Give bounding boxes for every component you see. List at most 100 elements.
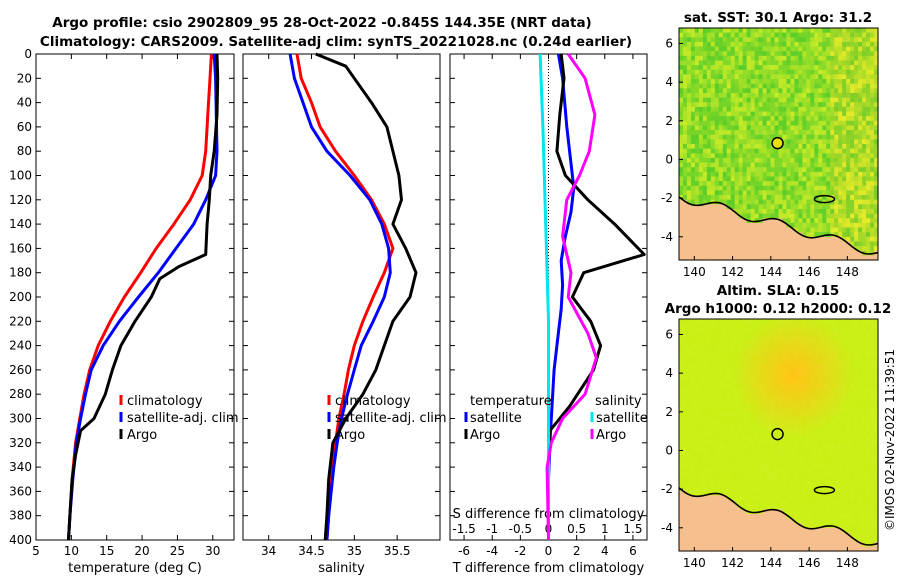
map-cell [810,481,815,487]
map-cell [706,360,712,366]
map-cell [854,41,859,48]
map-cell [834,227,839,233]
map-cell [838,204,843,210]
map-cell [698,241,704,247]
map-cell [758,246,764,252]
map-cell [734,181,740,187]
map-cell [858,241,863,247]
map-cell [738,518,744,524]
map-cell [838,393,843,399]
map-cell [802,255,807,261]
map-cell [814,246,819,252]
map-cell [686,148,692,154]
map-cell [686,232,692,238]
map-cell [722,476,728,482]
map-cell [834,111,839,117]
legend-title: temperature [470,394,552,409]
map-cell [694,472,700,478]
map-cell [830,374,835,380]
map-cell [690,541,696,547]
legend-label: satellite-adj. clim [127,411,239,426]
map-cell [758,346,764,353]
map-cell [679,171,684,178]
map-cell [782,370,788,376]
map-cell [722,448,728,455]
map-cell [679,490,684,496]
map-cell [818,222,823,229]
map-cell [698,379,704,385]
map-cell [814,218,819,224]
map-cell [862,116,867,122]
map-cell [742,332,748,339]
map-cell [802,236,807,243]
map-cell [722,167,728,173]
map-cell [746,421,752,427]
map-cell [770,537,776,543]
map-cell [822,185,827,191]
map-cell [874,148,879,154]
map-cell [766,83,772,89]
map-cell [850,74,855,80]
map-cell [710,402,716,408]
map-cell [798,518,803,524]
map-cell [758,167,764,173]
map-cell [822,453,827,459]
map-cell [814,490,819,496]
map-cell [814,139,819,145]
map-cell [834,46,839,52]
map-cell [846,421,851,427]
map-cell [826,250,831,256]
map-cell [870,255,875,261]
map-cell [854,342,859,348]
map-cell [806,532,811,538]
map-cell [698,486,704,492]
map-cell [682,255,688,261]
map-cell [850,116,855,122]
map-cell [762,195,768,201]
map-cell [822,213,827,219]
map-cell [682,236,688,243]
map-cell [790,46,796,52]
map-cell [802,383,807,390]
map-cell [830,444,835,450]
map-cell [730,218,736,224]
map-cell [866,55,871,62]
map-cell [766,171,772,178]
map-cell [706,416,712,422]
map-cell [818,185,823,191]
map-cell [806,411,811,418]
map-cell [858,255,863,261]
map-cell [838,148,843,154]
x-axis-label: T difference from climatology [452,561,645,576]
map-cell [690,421,696,427]
map-cell [742,46,748,52]
map-cell [830,319,835,325]
map-cell [706,106,712,113]
map-cell [818,472,823,478]
map-cell [790,144,796,150]
map-cell [702,176,708,182]
map-cell [686,46,692,52]
map-cell [686,55,692,62]
map-cell [842,204,847,210]
x-tick-label: 6 [629,544,637,558]
map-cell [726,541,732,547]
map-cell [750,448,756,455]
map-cell [810,190,815,196]
map-cell [694,323,700,329]
map-cell [754,425,760,431]
map-cell [734,541,740,547]
map-cell [798,227,803,233]
map-cell [846,190,851,196]
map-cell [778,421,784,427]
map-cell [782,208,788,215]
map-cell [686,342,692,348]
map-cell [838,213,843,219]
map-cell [710,250,716,256]
map-cell [770,365,776,371]
map-cell [750,337,756,343]
map-cell [698,523,704,529]
map-cell [826,467,831,473]
map-cell [802,504,807,510]
map-cell [758,116,764,122]
